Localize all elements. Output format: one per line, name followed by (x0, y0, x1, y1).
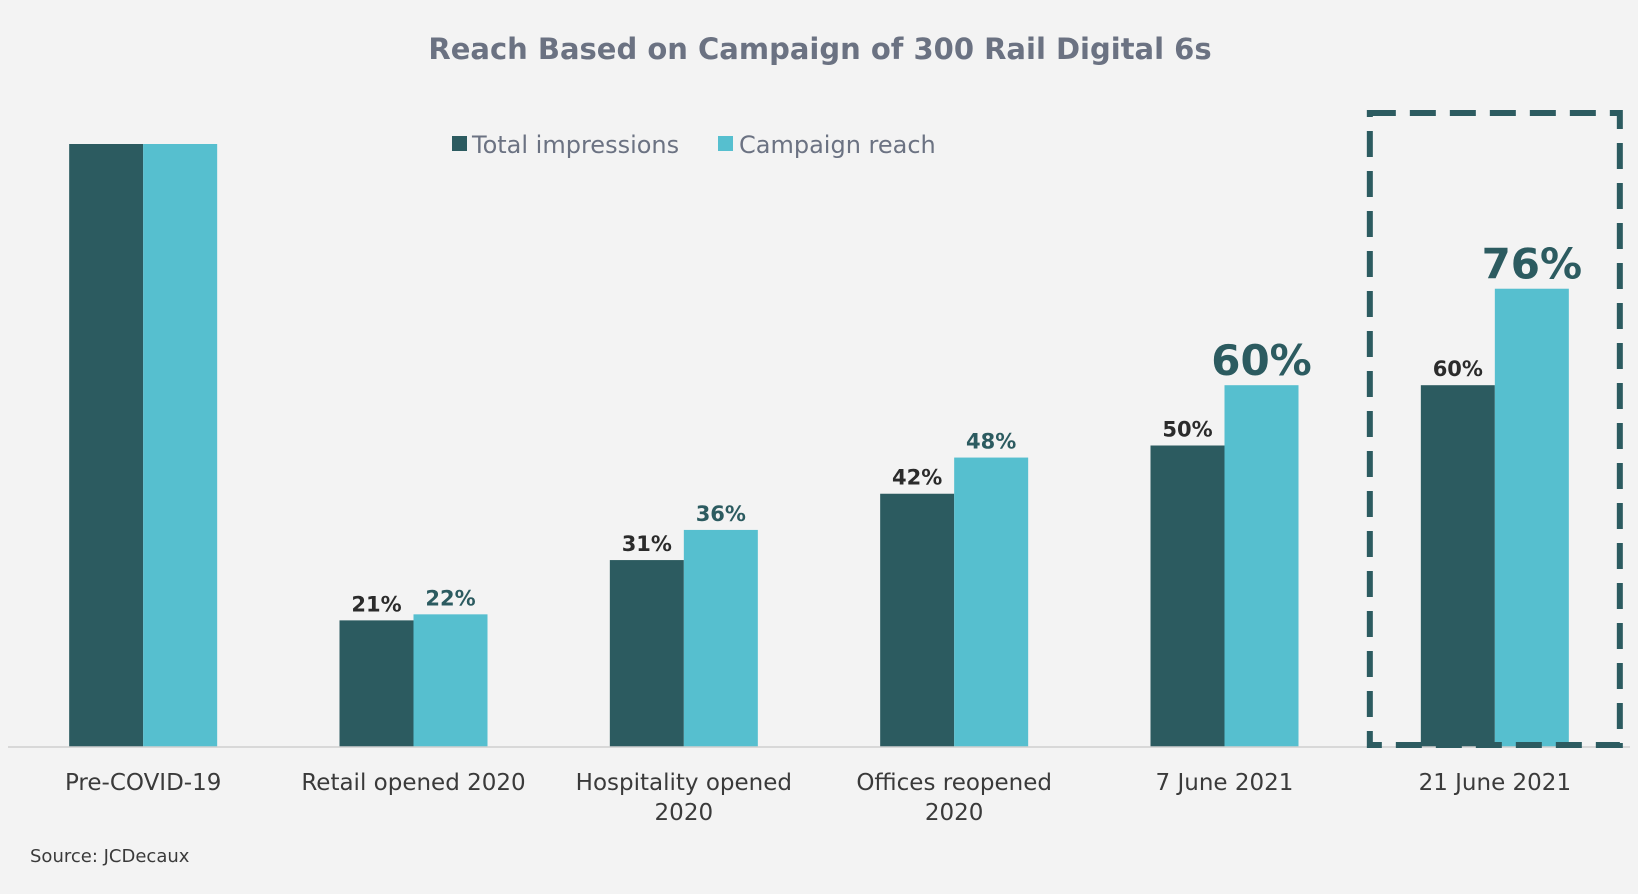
category-label-retail-opened-2020: Retail opened 2020 (301, 770, 525, 796)
data-label-total-impressions-offices-reopened-2020: 42% (892, 466, 942, 490)
data-label-total-impressions-21-june-2021: 60% (1433, 357, 1483, 381)
legend-swatch-campaign-reach (718, 136, 733, 151)
bar-campaign-reach-retail-opened-2020 (413, 614, 488, 747)
legend-swatch-total-impressions (452, 136, 467, 151)
bar-total-impressions-21-june-2021 (1420, 385, 1495, 747)
bar-total-impressions-7-june-2021 (1150, 445, 1225, 747)
source-note: Source: JCDecaux (30, 846, 190, 867)
bar-campaign-reach-21-june-2021 (1494, 288, 1569, 747)
data-label-total-impressions-retail-opened-2020: 21% (351, 592, 401, 616)
data-label-campaign-reach-21-june-2021: 76% (1482, 240, 1583, 289)
category-labels-layer: Pre-COVID-19 Retail opened 2020 Hospitalit… (65, 770, 1571, 826)
bar-campaign-reach-pre-covid-19 (143, 144, 218, 747)
legend-label-campaign-reach: Campaign reach (739, 131, 936, 159)
bar-campaign-reach-7-june-2021 (1224, 385, 1299, 747)
bar-total-impressions-hospitality-opened-2020 (609, 560, 684, 747)
data-label-campaign-reach-7-june-2021: 60% (1211, 336, 1312, 385)
legend: Total impressions Campaign reach (452, 131, 936, 159)
bar-total-impressions-retail-opened-2020 (339, 620, 414, 747)
category-label-hospitality-opened-2020-line-2: 2020 (655, 800, 714, 826)
category-label-pre-covid-19: Pre-COVID-19 (65, 770, 221, 796)
data-label-campaign-reach-hospitality-opened-2020: 36% (696, 502, 746, 526)
bars-layer (69, 144, 1569, 747)
bar-campaign-reach-offices-reopened-2020 (954, 457, 1029, 747)
data-label-campaign-reach-offices-reopened-2020: 48% (966, 430, 1016, 454)
data-label-total-impressions-7-june-2021: 50% (1162, 418, 1212, 442)
data-label-total-impressions-hospitality-opened-2020: 31% (622, 532, 672, 556)
data-label-campaign-reach-retail-opened-2020: 22% (425, 586, 475, 610)
chart-title: Reach Based on Campaign of 300 Rail Digi… (428, 32, 1211, 66)
data-labels-layer: 21% 22% 31% 36% 42% 48% 50% 60% 60% 76% (351, 240, 1582, 617)
category-label-offices-reopened-2020-line-2: 2020 (925, 800, 984, 826)
category-label-21-june-2021: 21 June 2021 (1419, 770, 1572, 796)
bar-campaign-reach-hospitality-opened-2020 (683, 529, 758, 747)
highlight-box (1366, 110, 1623, 748)
bar-total-impressions-offices-reopened-2020 (880, 493, 955, 747)
category-label-hospitality-opened-2020-line-1: Hospitality opened (576, 770, 792, 796)
category-label-7-june-2021: 7 June 2021 (1156, 770, 1294, 796)
category-label-offices-reopened-2020-line-1: Offices reopened (856, 770, 1052, 796)
bar-total-impressions-pre-covid-19 (69, 144, 144, 747)
legend-label-total-impressions: Total impressions (471, 131, 679, 159)
